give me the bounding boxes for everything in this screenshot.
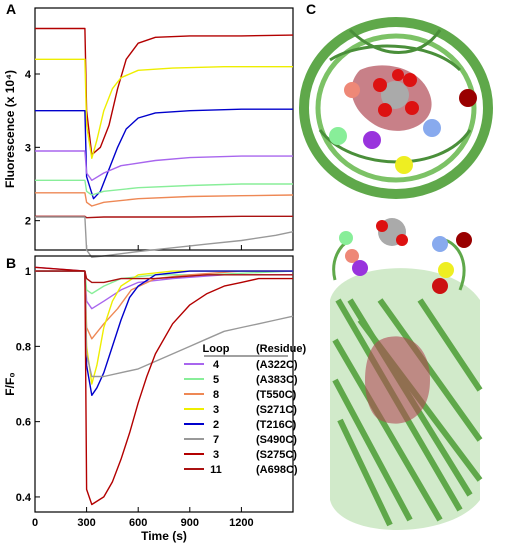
panel-b-xtick-label: 300 (77, 517, 95, 529)
panel-b-frame (34, 255, 294, 513)
panel-b-xtick-label: 0 (32, 517, 38, 529)
legend-loop-a383c: 5 (213, 374, 219, 386)
residue-sphere-a322c-side (352, 260, 368, 276)
legend-loop-t216c: 2 (213, 419, 219, 431)
legend-loop-a698c: 11 (210, 464, 222, 476)
panel-b-trace-t550c (35, 270, 293, 340)
legend-loop-t550c: 8 (213, 389, 219, 401)
residue-sphere-t216c-top (423, 119, 441, 137)
panel-b-trace-s275c (34, 266, 293, 506)
panel-a-trace-t216c (35, 108, 293, 200)
legend-loop-s275c: 3 (213, 449, 219, 461)
panel-a-trace-a383c (35, 179, 293, 196)
legend: Loop (Residue) 4 (A322C) 5 (A383C) 8 (T550C) 3… (184, 343, 306, 476)
legend-residue-s490c: (S490C) (256, 434, 297, 446)
residue-sphere-a698c-top (459, 89, 477, 107)
legend-residue-a322c: (A322C) (256, 359, 298, 371)
panel-a-letter: A (6, 1, 16, 17)
panel-a-trace-a322c (35, 150, 293, 182)
legend-header-residue: (Residue) (256, 343, 306, 355)
legend-residue-t216c: (T216C) (256, 419, 297, 431)
panel-b-letter: B (6, 255, 16, 271)
panel-b-trace-t216c (35, 270, 293, 396)
panel-b-trace-s490c (35, 270, 294, 378)
panel-a-trace-s271c (35, 58, 293, 160)
panel-b-xtick-label: 1200 (229, 517, 253, 529)
residue-sphere-s275c-side (432, 278, 448, 294)
legend-residue-a383c: (A383C) (256, 374, 298, 386)
panel-a-trace-s275c (35, 27, 294, 156)
legend-loop-a322c: 4 (213, 359, 220, 371)
barrel-top-inner-ring (315, 33, 477, 183)
panel-b-trace-a698c (35, 270, 293, 284)
legend-residue-t550c: (T550C) (256, 389, 297, 401)
residue-sphere-a383c-top (329, 127, 347, 145)
panel-c: C (299, 1, 493, 530)
panel-b-ticks: 0.4 0.6 0.8 1 0 300 600 900 1200 (16, 266, 254, 529)
panel-a-ytick-label: 2 (25, 216, 31, 228)
structure-top-view (299, 17, 493, 199)
structure-side-view (330, 218, 483, 530)
panel-a-trace-t550c (35, 192, 294, 207)
panel-b-ylabel: F/F₀ (3, 372, 17, 395)
legend-header-loop: Loop (203, 343, 230, 355)
residue-sphere-t216c-side (432, 236, 448, 252)
panel-b-ytick-label: 0.4 (16, 492, 32, 504)
residue-sphere-t550c-top (344, 82, 360, 98)
panel-b-ytick-label: 1 (25, 266, 31, 278)
panel-b-ytick-label: 0.8 (16, 341, 31, 353)
barrel-top-outer-ring (299, 17, 493, 199)
panel-a-ytick-label: 3 (25, 142, 31, 154)
ligand-top (373, 69, 419, 117)
panel-a-ylabel: Fluorescence (x 10⁴) (3, 70, 17, 188)
residue-sphere-a383c-side (339, 231, 353, 245)
panel-a-traces (35, 27, 294, 258)
panel-b-traces (34, 266, 294, 506)
plug-domain-side (365, 336, 430, 424)
legend-residue-s271c: (S271C) (256, 404, 297, 416)
panel-b-xtick-label: 600 (129, 517, 147, 529)
panel-b-xtick-label: 900 (181, 517, 199, 529)
panel-a: A Fluorescence (x 10⁴) 2 3 4 (3, 1, 294, 258)
legend-residue-s275c: (S275C) (256, 449, 297, 461)
residue-sphere-s271c-top (395, 156, 413, 174)
panel-a-ytick-label: 4 (25, 69, 32, 81)
residue-sphere-t550c-side (345, 249, 359, 263)
ligand-side (376, 218, 408, 246)
residue-sphere-a322c-top (363, 131, 381, 149)
legend-loop-s271c: 3 (213, 404, 219, 416)
panel-b: B F/F₀ Time (s) 0.4 0.6 0.8 1 0 300 600 900 1200… (3, 255, 306, 543)
legend-residue-a698c: (A698C) (256, 464, 298, 476)
residue-sphere-s271c-side (438, 262, 454, 278)
panel-b-trace-s271c (35, 270, 293, 385)
panel-a-ticks: 2 3 4 (25, 69, 242, 250)
residue-sphere-a698c-side (456, 232, 472, 248)
panel-c-letter: C (306, 1, 316, 17)
panel-b-ytick-label: 0.6 (16, 417, 31, 429)
panel-a-trace-s490c (35, 216, 294, 258)
legend-loop-s490c: 7 (213, 434, 219, 446)
panel-b-xlabel: Time (s) (141, 529, 187, 543)
panel-a-frame (34, 7, 294, 251)
